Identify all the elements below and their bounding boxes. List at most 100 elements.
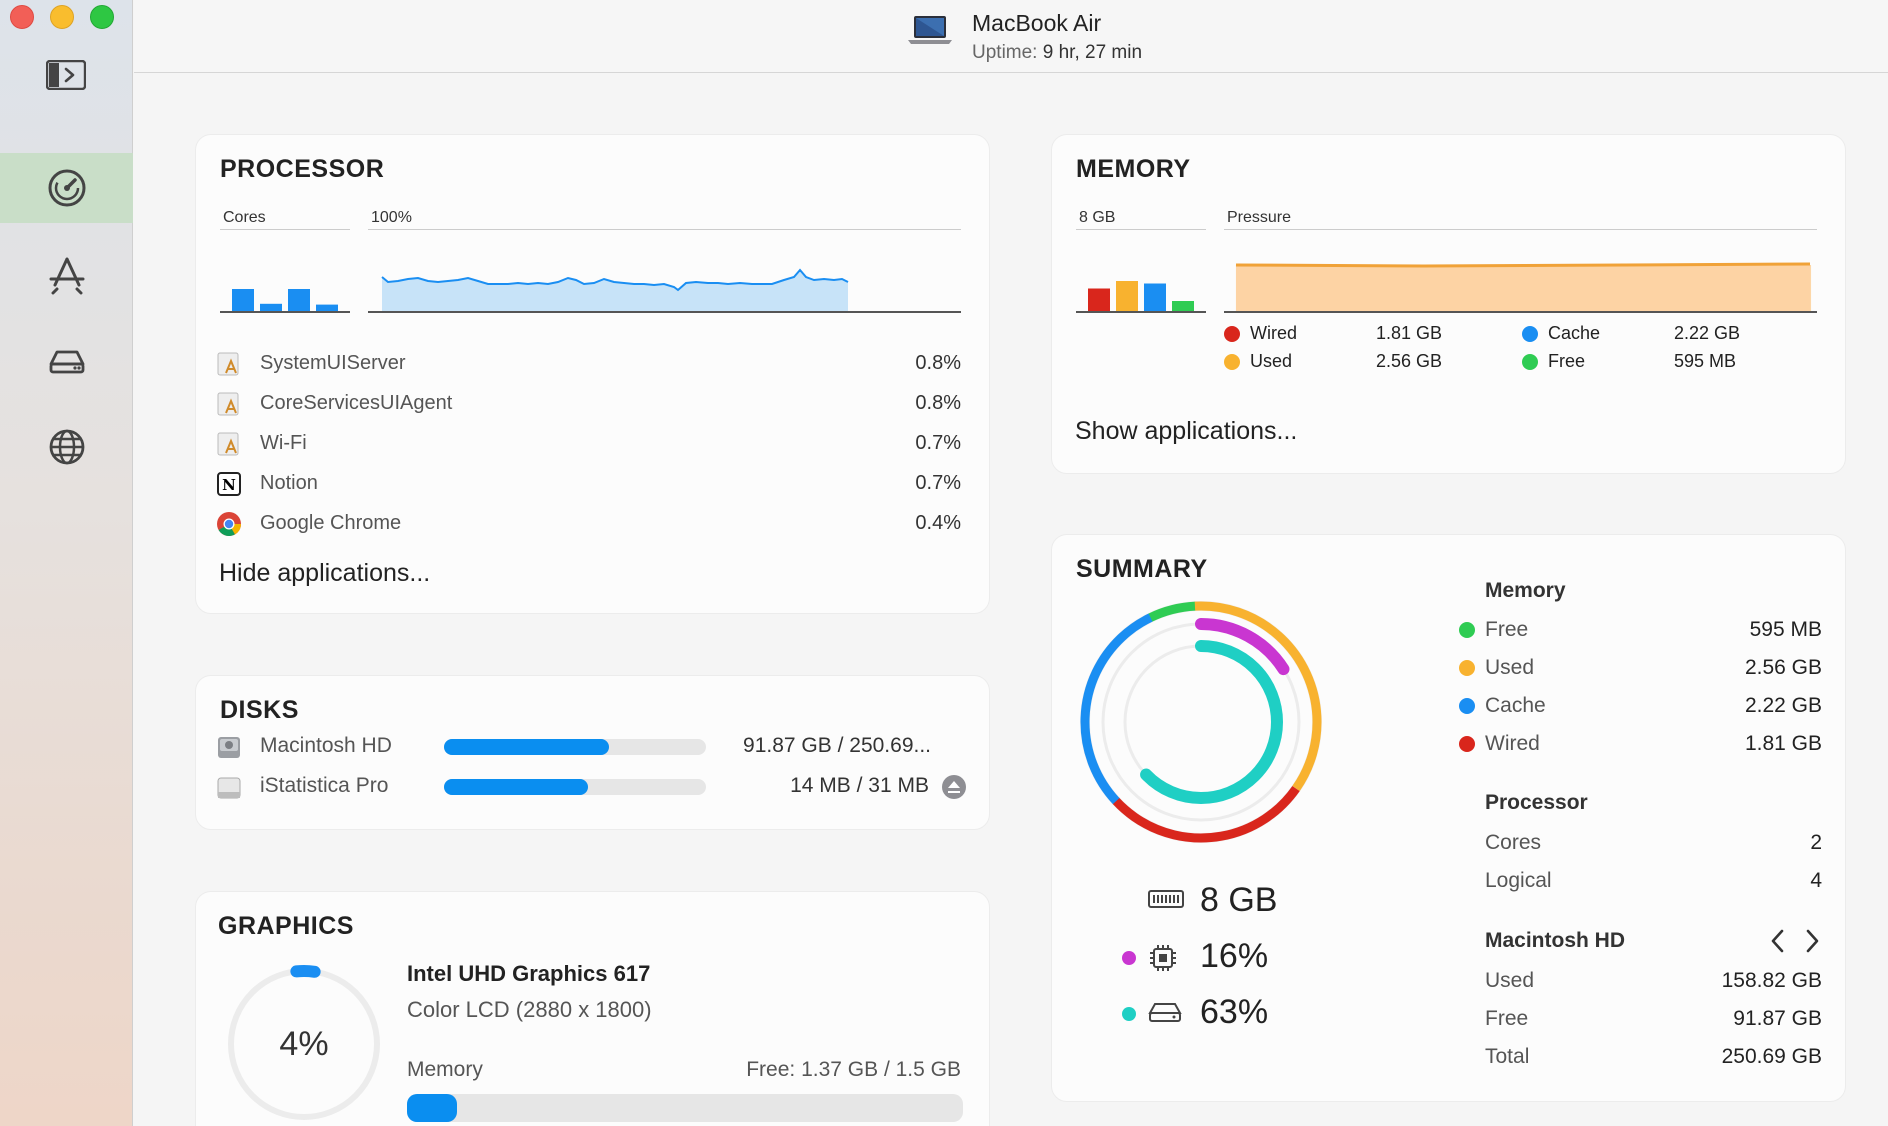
cpu-icon — [1148, 943, 1186, 973]
close-window-button[interactable] — [10, 5, 34, 29]
ram-icon — [1148, 887, 1186, 917]
app-cpu-value: 0.4% — [915, 512, 961, 534]
summary-memory-heading: Memory — [1485, 579, 1566, 602]
memory-legend-label: Wired — [1250, 323, 1298, 343]
memory-legend-label: Free — [1548, 351, 1586, 371]
summary-memory-label: Cache — [1485, 694, 1546, 717]
svg-text:N: N — [222, 476, 236, 494]
app-store-icon — [49, 257, 84, 295]
app-name: SystemUIServer — [260, 352, 406, 374]
device-title: MacBook Air — [972, 10, 1102, 36]
summary-disk-heading: Macintosh HD — [1485, 929, 1626, 952]
disk-usage-bar — [444, 739, 706, 755]
summary-stat-value: 16% — [1200, 937, 1269, 975]
graphics-card: GRAPHICS 4% Intel UHD Graphics 617 Color… — [195, 891, 990, 1126]
summary-memory-label: Used — [1485, 656, 1535, 679]
window-header: MacBook Air Uptime: 9 hr, 27 min — [134, 0, 1888, 73]
memory-bar — [1144, 283, 1166, 311]
disk-name: iStatistica Pro — [260, 774, 389, 797]
stat-dot — [1122, 1007, 1136, 1021]
disks-card: DISKS Macintosh HD 91.87 GB / 250.69... iS… — [195, 675, 990, 830]
gpu-name: Intel UHD Graphics 617 — [407, 961, 651, 986]
app-cpu-value: 0.8% — [915, 392, 961, 414]
summary-disk-label: Total — [1485, 1045, 1530, 1068]
processor-title: PROCESSOR — [220, 155, 385, 183]
app-icon: N — [216, 471, 242, 497]
uptime: Uptime: 9 hr, 27 min — [972, 42, 1143, 63]
summary-disk-value: 158.82 GB — [1721, 969, 1822, 992]
summary-memory-value: 2.22 GB — [1744, 694, 1822, 717]
minimize-window-button[interactable] — [50, 5, 74, 29]
app-icon — [216, 511, 242, 537]
memory-legend-value: 1.81 GB — [1376, 323, 1443, 343]
gpu-usage-percent: 4% — [279, 1025, 329, 1063]
summary-stat-value: 8 GB — [1200, 881, 1278, 919]
summary-ring-chart — [1080, 601, 1322, 843]
disk-icon — [216, 774, 242, 800]
disk-icon — [216, 734, 242, 760]
cpu-history-chart — [368, 268, 961, 313]
summary-disk-label: Used — [1485, 969, 1535, 992]
summary-memory-value: 1.81 GB — [1744, 732, 1822, 755]
gpu-memory-bar-fill — [407, 1094, 458, 1122]
disk-usage-value: 14 MB / 31 MB — [790, 774, 929, 797]
summary-processor-label: Logical — [1485, 869, 1552, 892]
gpu-memory-bar — [407, 1094, 963, 1122]
summary-memory-label: Wired — [1485, 732, 1540, 755]
summary-memory-dot — [1459, 660, 1475, 676]
show-applications-link[interactable]: Show applications... — [1075, 417, 1298, 445]
memory-card: MEMORY 8 GB Pressure Show applications..… — [1051, 134, 1846, 474]
zoom-window-button[interactable] — [90, 5, 114, 29]
legend-dot — [1522, 354, 1538, 370]
history-label: 100% — [371, 209, 412, 226]
gauge-icon — [48, 169, 85, 207]
disks-title: DISKS — [220, 696, 299, 724]
summary-memory-dot — [1459, 622, 1475, 638]
eject-icon[interactable] — [941, 774, 967, 800]
disk-usage-fill — [444, 779, 589, 795]
display-info: Color LCD (2880 x 1800) — [407, 997, 652, 1022]
gpu-memory-value: Free: 1.37 GB / 1.5 GB — [746, 1058, 961, 1081]
summary-memory-dot — [1459, 698, 1475, 714]
app-icon — [216, 431, 242, 457]
summary-memory-value: 595 MB — [1749, 618, 1822, 641]
sidebar-item-dashboard[interactable] — [0, 153, 133, 223]
disk-usage-value: 91.87 GB / 250.69... — [743, 734, 931, 757]
sidebar-item-apps[interactable] — [0, 240, 133, 310]
gpu-usage-ring — [225, 965, 383, 1123]
disk-name: Macintosh HD — [260, 734, 392, 757]
memory-legend-label: Used — [1250, 351, 1293, 371]
summary-processor-heading: Processor — [1485, 791, 1588, 814]
summary-processor-value: 4 — [1810, 869, 1822, 892]
core-bar — [316, 304, 338, 311]
drive-icon — [49, 350, 84, 374]
chevron-left-icon[interactable] — [1766, 927, 1790, 955]
summary-memory-label: Free — [1485, 618, 1529, 641]
memory-legend-value: 2.22 GB — [1674, 323, 1741, 343]
laptop-icon — [908, 16, 952, 44]
memory-pressure-chart — [1224, 262, 1817, 313]
core-bar — [288, 289, 310, 311]
app-icon — [216, 351, 242, 377]
summary-processor-label: Cores — [1485, 831, 1542, 854]
summary-title: SUMMARY — [1076, 555, 1208, 583]
core-bar — [232, 289, 254, 311]
app-name: Google Chrome — [260, 512, 402, 534]
disk-icon — [1148, 999, 1186, 1029]
sidebar-toggle-icon[interactable] — [45, 59, 87, 91]
memory-bar-chart — [1076, 281, 1206, 313]
legend-dot — [1224, 326, 1240, 342]
memory-total-label: 8 GB — [1079, 209, 1116, 226]
core-bar — [260, 303, 282, 311]
hide-applications-link[interactable]: Hide applications... — [219, 559, 431, 587]
core-load-chart — [220, 289, 350, 313]
sidebar-item-disks[interactable] — [0, 325, 133, 395]
summary-processor-value: 2 — [1810, 831, 1822, 854]
disk-usage-bar — [444, 779, 706, 795]
chevron-right-icon[interactable] — [1800, 927, 1824, 955]
sidebar-item-network[interactable] — [0, 412, 133, 482]
memory-legend-label: Cache — [1548, 323, 1601, 343]
app-name: Notion — [260, 472, 318, 494]
memory-bar — [1088, 288, 1110, 311]
app-cpu-value: 0.8% — [915, 352, 961, 374]
